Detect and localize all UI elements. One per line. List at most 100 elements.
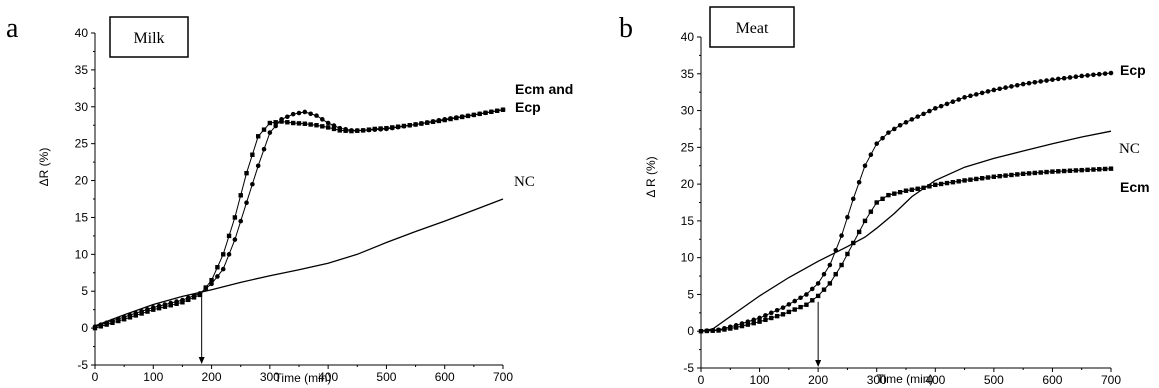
panel-a-series-1-point <box>180 297 185 303</box>
panel-b-series-1-point <box>710 328 715 333</box>
panel-b-series-1-point <box>786 309 792 315</box>
panel-a-series-1-line <box>94 109 504 328</box>
panel-b-series-1-point <box>886 192 891 198</box>
panel-b-series-1-point <box>1097 167 1102 172</box>
panel-b-series-0-point <box>792 298 798 304</box>
panel-a-series-1-point <box>279 117 284 122</box>
panel-b-series-0-point <box>1079 73 1085 79</box>
panel-a-series-1-point <box>354 128 360 133</box>
panel-b-series-1-point <box>751 320 756 326</box>
panel-b-series-0-point <box>944 101 950 107</box>
panel-b-series-1-point <box>821 287 827 292</box>
panel-a-series-1-point <box>465 113 471 119</box>
panel-b-series-0-point <box>909 117 915 122</box>
panel-b-series-0-point <box>979 90 985 96</box>
panel-a-series-1-point <box>232 237 238 242</box>
panel-b-x-tick-label: 700 <box>1101 373 1121 387</box>
panel-a-series-0-point <box>273 120 278 125</box>
panel-b-series-1-point <box>991 174 997 179</box>
panel-b-series-0-point <box>827 262 833 268</box>
panel-b-series-0-point <box>968 93 973 99</box>
panel-b-series-1-point <box>862 218 868 224</box>
panel-b-series-0-point <box>1061 75 1067 81</box>
panel-a-series-0-point <box>290 120 296 126</box>
panel-a-x-tick-label: 600 <box>435 370 455 384</box>
panel-b-series-0-point <box>1091 72 1096 78</box>
panel-a-y-tick-label: 10 <box>75 247 89 261</box>
panel-a-series-1-point <box>209 281 214 287</box>
panel-a-box-label: Milk <box>133 30 164 47</box>
panel-b-label-box <box>709 6 795 48</box>
panel-b-series-0-point <box>1055 76 1061 82</box>
panel-b-series-0-point <box>768 310 774 316</box>
panel-a-x-axis-title: Time (min) <box>275 371 332 385</box>
panel-b-series-1-point <box>804 302 809 307</box>
panel-b-series-1-point <box>1079 167 1084 173</box>
panel-b-series-0-point <box>1032 80 1038 85</box>
panel-b-series-0-point <box>903 120 909 125</box>
panel-b-y-tick-label: -5 <box>683 361 694 375</box>
panel-a-series-1-point <box>430 119 436 124</box>
panel-a-series-0-point <box>238 193 243 198</box>
panel-b-series-0-point <box>1038 79 1044 84</box>
panel-b-series-1-point <box>769 315 774 321</box>
panel-b-series-1-point <box>915 186 920 191</box>
panel-b-y-tick-label: 0 <box>687 324 694 338</box>
panel-b-annotation-arrow-head <box>815 360 822 367</box>
panel-a-series-1-point <box>285 114 290 120</box>
panel-b-series-1-point <box>722 327 727 332</box>
panel-a-series-1-point <box>133 310 139 316</box>
panel-a-x-tick-label: 400 <box>318 370 338 384</box>
panel-a-series-1-point <box>360 128 366 133</box>
panel-b-series-1-point <box>944 180 950 186</box>
panel-a-y-tick-label: -5 <box>77 358 88 372</box>
panel-a-label-nc: NC <box>514 174 535 190</box>
panel-b-series-1-point <box>728 326 733 331</box>
panel-b-series-0-point <box>1096 71 1102 77</box>
panel-b-series-1-point <box>774 313 780 319</box>
panel-a-label-ecp: Ecp <box>515 99 541 115</box>
panel-a-series-0-point <box>302 121 308 126</box>
panel-b-series-0-point <box>804 292 809 297</box>
panel-b-series-1-point <box>815 293 821 299</box>
panel-b-y-axis-title: Δ R (%) <box>644 156 658 197</box>
panel-a-y-tick-label: 5 <box>81 284 88 298</box>
panel-a-series-0-point <box>320 124 325 129</box>
panel-b-series-0-point <box>962 95 967 100</box>
panel-b-x-tick-label: 600 <box>1042 373 1062 387</box>
panel-b-series-0-point <box>1102 71 1108 76</box>
panel-b-y-tick-label: 10 <box>681 251 695 265</box>
panel-b-x-tick-label: 200 <box>808 373 828 387</box>
panel-b-x-tick-label: 100 <box>750 373 770 387</box>
panel-b-series-0-point <box>1044 78 1049 83</box>
panel-b-series-2-line <box>700 130 1112 332</box>
panel-a-y-tick-label: 20 <box>75 174 89 188</box>
panel-a-y-axis-title: ΔR (%) <box>37 148 51 187</box>
panel-b-x-tick-label: 0 <box>698 373 705 387</box>
panel-b-y-tick-label: 30 <box>681 104 695 118</box>
panel-b-series-0-point <box>1020 81 1026 87</box>
panel-b-series-0-point <box>886 130 891 135</box>
panel-b-plot-area: 0 100 200 300 400 500 600 700 -5 0 5 10 15 20 25 30 35 40 <box>681 30 1122 387</box>
panel-a-series-1-point <box>267 130 273 135</box>
panel-a-series-1-point <box>150 305 156 310</box>
panel-b-series-1-point <box>880 196 885 202</box>
panel-a-series-1-point <box>273 123 278 129</box>
panel-b-series-0-point <box>956 97 962 102</box>
panel-a-series-0-point <box>325 125 331 130</box>
panel-b-series-0-point <box>1050 77 1055 82</box>
panel-a-letter: a <box>6 13 19 44</box>
panel-a-series-1-point <box>314 113 319 118</box>
panel-b-series-1-point <box>1091 167 1096 172</box>
panel-a-series-1-point <box>378 126 383 132</box>
panel-b-series-1-point <box>903 188 909 193</box>
panel-b-series-1-point <box>833 272 838 277</box>
panel-a-series-0-point <box>226 233 232 239</box>
panel-a-series-0-point <box>221 252 226 257</box>
panel-a-series-1-point <box>331 123 337 128</box>
panel-a-series-1-point <box>419 121 424 126</box>
panel-b-series-0-point <box>938 103 944 109</box>
panel-a-series-0-point <box>267 120 273 126</box>
panel-b-series-1-point <box>933 182 938 188</box>
panel-a-series-1-point <box>448 116 453 121</box>
